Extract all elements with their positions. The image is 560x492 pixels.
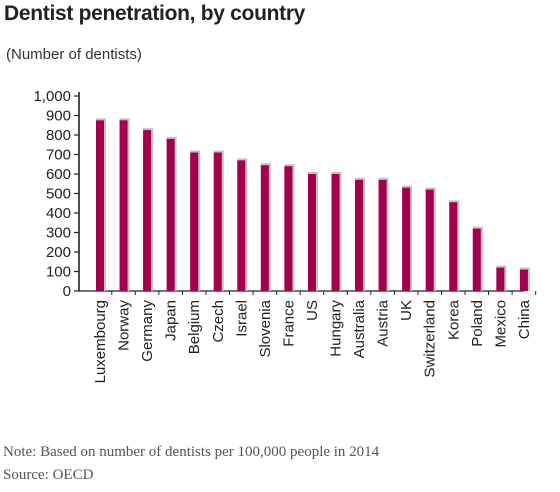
bar [96, 120, 104, 291]
bar [378, 179, 387, 291]
bar [166, 138, 175, 291]
y-tick-label: 600 [46, 166, 71, 183]
y-tick-label: 300 [46, 225, 71, 242]
x-tick-label: Hungary [328, 300, 345, 357]
bar [449, 202, 458, 291]
x-tick-label: Germany [139, 300, 156, 362]
x-tick-label: Luxembourg [92, 300, 109, 383]
x-tick-label: Mexico [492, 300, 509, 348]
x-tick-label: Korea [445, 299, 462, 340]
x-tick-label: Austria [375, 299, 392, 346]
footnote: Note: Based on number of dentists per 10… [3, 444, 380, 460]
bar [402, 187, 411, 291]
x-tick-label: Japan [163, 300, 180, 341]
bar [519, 269, 528, 291]
x-tick-label: US [304, 300, 321, 321]
x-tick-label: Australia [351, 299, 368, 358]
y-tick-label: 1,000 [33, 88, 71, 105]
bar [355, 179, 364, 291]
x-tick-label: Israel [233, 300, 250, 337]
bar [472, 228, 481, 291]
source-note: Source: OECD [3, 467, 94, 483]
y-tick-label: 200 [46, 244, 71, 261]
y-tick-label: 0 [63, 283, 71, 300]
x-tick-label: Norway [116, 300, 133, 351]
x-tick-label: Czech [210, 300, 227, 343]
bar [425, 189, 434, 291]
x-tick-label: Switzerland [422, 300, 439, 378]
bar [190, 152, 199, 291]
y-axis-label: (Number of dentists) [6, 46, 142, 63]
bar [260, 165, 269, 291]
bar [119, 120, 128, 291]
bar [237, 160, 246, 291]
x-tick-label: China [516, 299, 533, 339]
y-tick-label: 900 [46, 108, 71, 125]
x-tick-label: Belgium [186, 300, 203, 354]
x-tick-label: UK [398, 300, 415, 321]
y-tick-label: 100 [46, 264, 71, 281]
y-tick-label: 500 [46, 186, 71, 203]
y-tick-label: 700 [46, 147, 71, 164]
bar [307, 174, 316, 291]
y-tick-label: 800 [46, 127, 71, 144]
bar [213, 152, 222, 291]
x-tick-label: France [280, 300, 297, 347]
bar [284, 166, 293, 291]
bar [143, 130, 152, 291]
chart-title: Dentist penetration, by country [4, 2, 306, 25]
x-tick-label: Poland [469, 300, 486, 347]
y-tick-label: 400 [46, 205, 71, 222]
bar [496, 267, 505, 291]
bar [331, 174, 340, 291]
x-tick-label: Slovenia [257, 299, 274, 357]
